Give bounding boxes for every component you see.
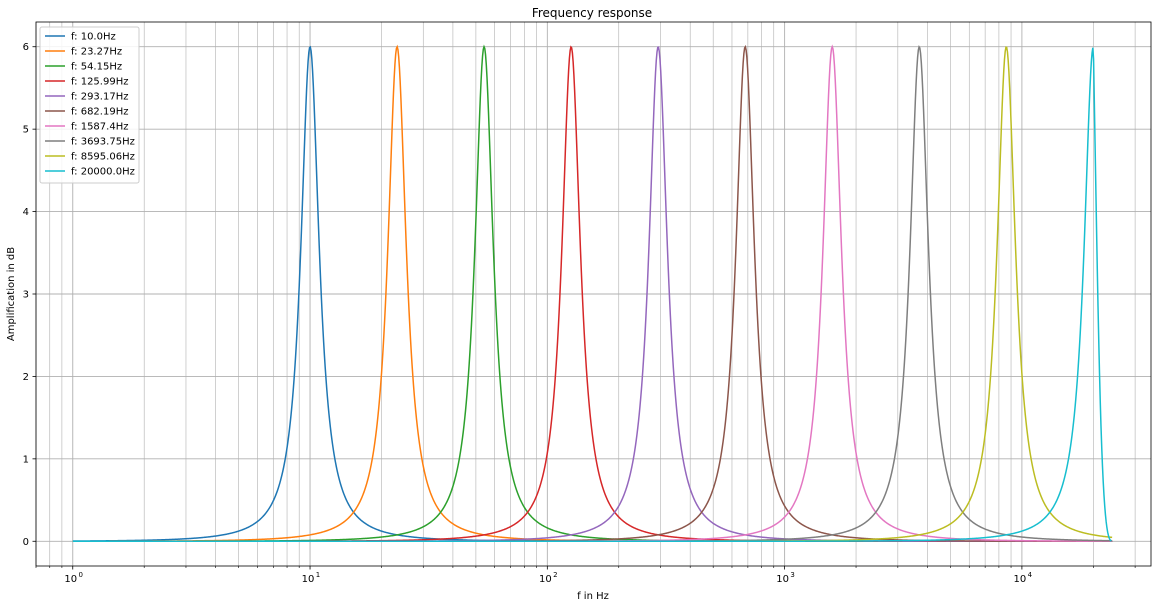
legend-label: f: 682.19Hz — [71, 107, 128, 118]
y-tick-label: 4 — [23, 207, 29, 218]
legend: f: 10.0Hz f: 23.27Hz f: 54.15Hz f: 125.99Hz… — [39, 26, 140, 184]
chart-title: Frequency response — [532, 6, 652, 20]
grid-lines — [35, 22, 1151, 566]
legend-label: f: 293.17Hz — [71, 92, 128, 103]
y-tick-label: 5 — [23, 125, 29, 136]
x-tick-exponent: 3 — [790, 571, 794, 579]
x-tick-exponent: 1 — [316, 571, 320, 579]
series-line — [72, 47, 1112, 543]
x-tick-label: 10 — [539, 574, 552, 585]
series-lines — [72, 44, 1113, 543]
legend-label: f: 1587.4Hz — [71, 122, 128, 133]
x-tick-exponent: 2 — [553, 571, 557, 579]
x-tick-exponent: 0 — [79, 571, 83, 579]
y-tick-label: 3 — [23, 290, 29, 301]
x-axis-title: f in Hz — [577, 591, 609, 602]
x-tick-label: 10 — [776, 574, 789, 585]
y-tick-label: 6 — [23, 42, 29, 53]
legend-label: f: 10.0Hz — [71, 32, 116, 43]
y-tick-label: 1 — [23, 454, 29, 465]
x-tick-label: 10 — [64, 574, 77, 585]
y-axis-title: Amplification in dB — [6, 247, 17, 341]
x-tick-label: 10 — [1014, 574, 1027, 585]
legend-label: f: 20000.0Hz — [71, 167, 135, 178]
legend-label: f: 54.15Hz — [71, 62, 122, 73]
legend-label: f: 125.99Hz — [71, 77, 128, 88]
y-tick-label: 2 — [23, 372, 29, 383]
legend-label: f: 8595.06Hz — [71, 152, 135, 163]
x-tick-label: 10 — [302, 574, 315, 585]
legend-label: f: 3693.75Hz — [71, 137, 135, 148]
legend-label: f: 23.27Hz — [71, 47, 122, 58]
y-tick-label: 0 — [23, 537, 29, 548]
x-tick-exponent: 4 — [1028, 571, 1033, 579]
